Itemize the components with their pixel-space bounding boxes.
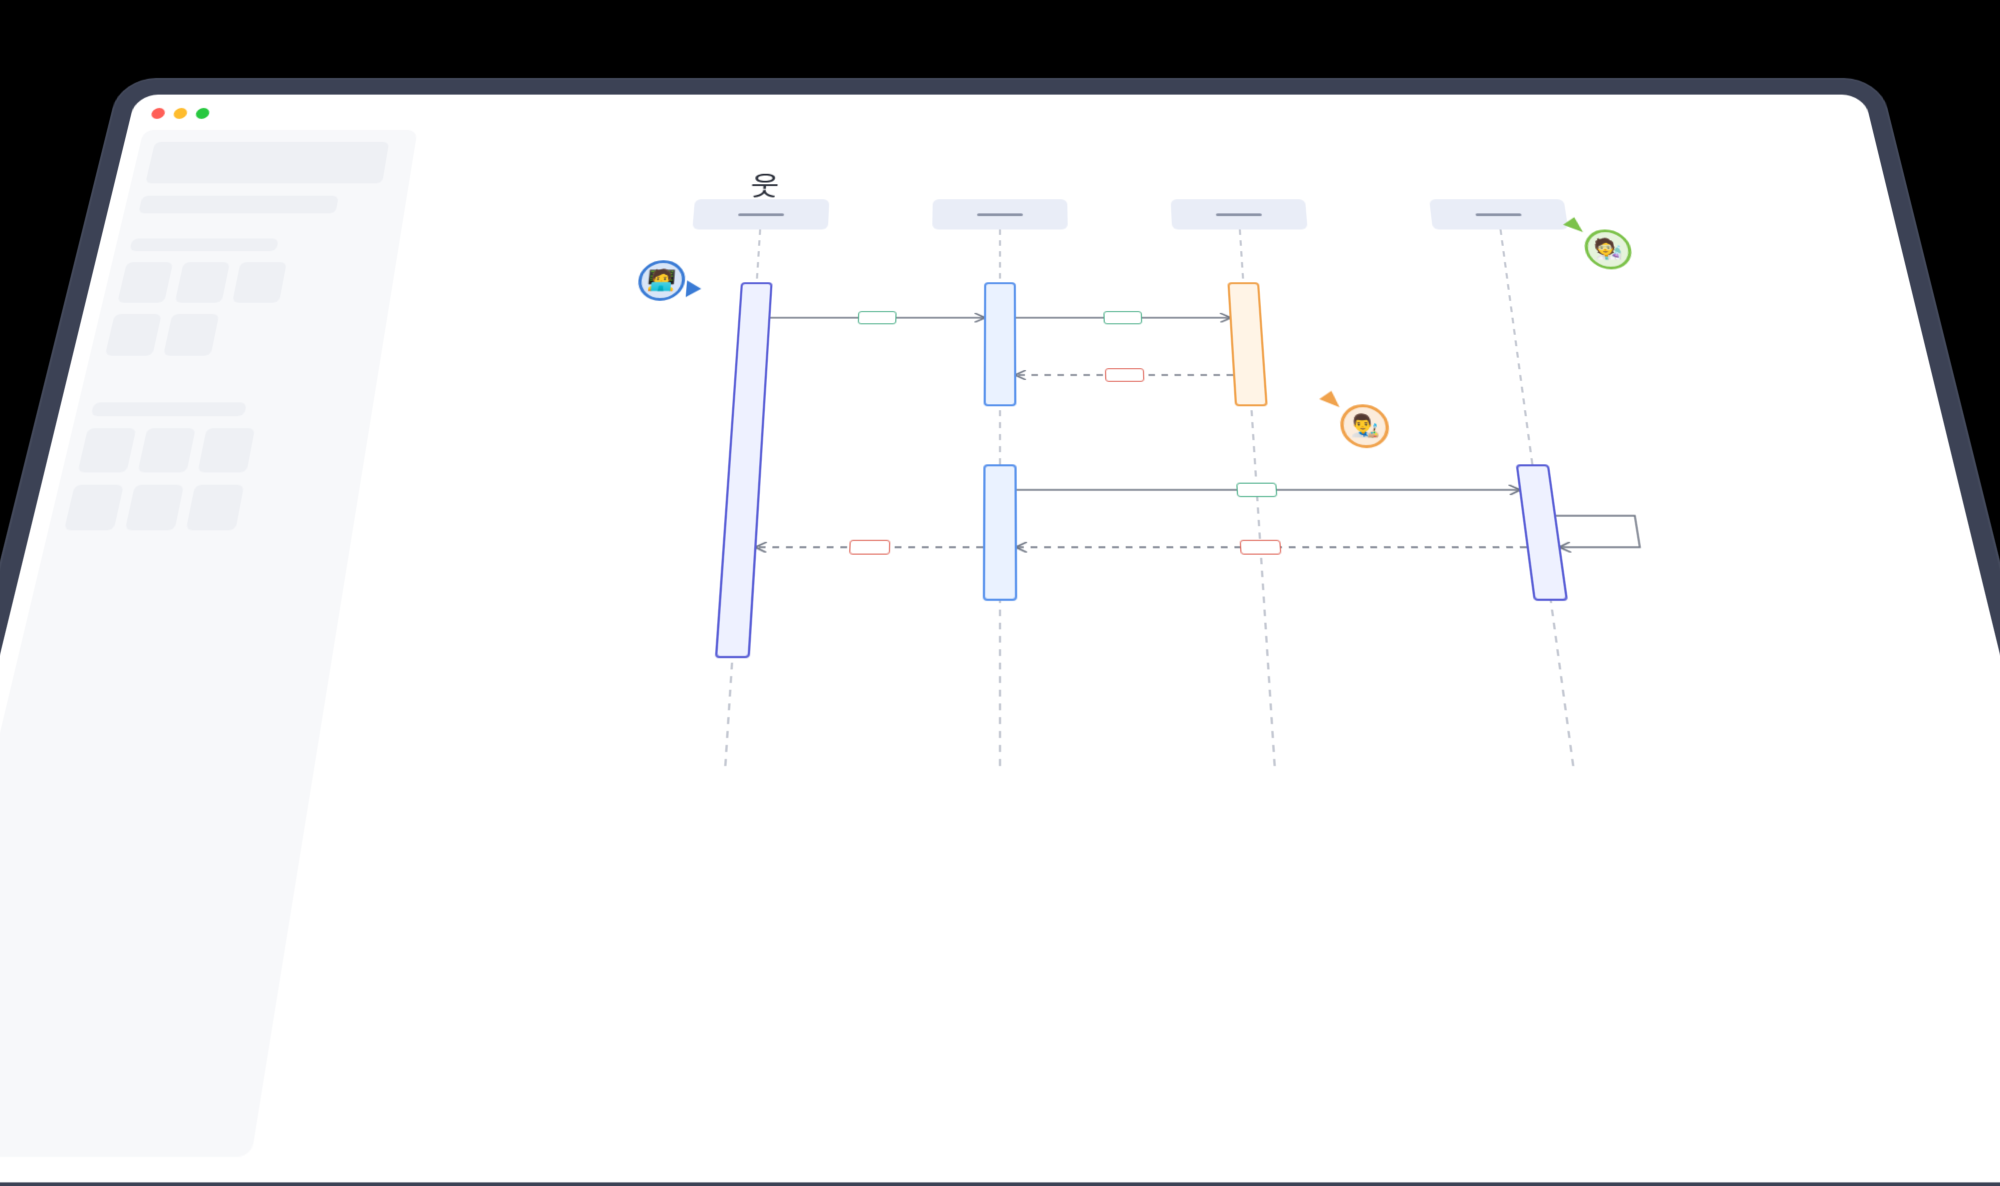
sidebar-skeleton-tile <box>105 314 162 356</box>
collaborator-avatar: 🧑‍🔬 <box>1582 229 1635 269</box>
collaborator-cursor-icon <box>686 280 702 297</box>
app-window: 웃 🧑‍💻 👨‍🎨 🧑‍🔬 <box>0 95 2000 1183</box>
sidebar-skeleton-bar <box>129 238 278 251</box>
lifeline-head[interactable] <box>1429 199 1568 229</box>
message-label[interactable] <box>1105 368 1144 382</box>
sidebar-skeleton-tile <box>175 262 230 303</box>
collaborator-cursor-icon <box>1317 391 1339 412</box>
collaborator-cursor-icon <box>1561 217 1583 236</box>
lifeline-head[interactable] <box>932 199 1068 229</box>
sidebar-skeleton-tile <box>198 428 255 472</box>
sidebar-skeleton-tile <box>117 262 173 303</box>
collaborator-avatar: 🧑‍💻 <box>636 260 686 301</box>
sidebar-skeleton-bar <box>91 402 247 416</box>
message-label[interactable] <box>1236 483 1277 497</box>
sidebar-skeleton-tile <box>64 485 124 531</box>
message-label[interactable] <box>1240 540 1282 555</box>
actor-icon: 웃 <box>749 164 780 203</box>
activation-bar[interactable] <box>715 282 773 658</box>
traffic-lights <box>150 108 210 119</box>
sidebar-skeleton-tile <box>186 485 244 531</box>
message-label[interactable] <box>849 540 890 555</box>
message-label[interactable] <box>1103 311 1142 324</box>
lifeline-head[interactable] <box>692 199 829 229</box>
sidebar-skeleton-tile <box>78 428 137 472</box>
lifeline-placeholder-label <box>738 213 784 216</box>
lifeline-placeholder-label <box>1216 213 1262 216</box>
collaborator-avatar: 👨‍🎨 <box>1339 404 1391 448</box>
sidebar-skeleton-tile <box>138 428 196 472</box>
sidebar-skeleton-tile <box>125 485 184 531</box>
lifeline-placeholder-label <box>977 213 1023 216</box>
sidebar-skeleton-bar <box>138 196 338 214</box>
maximize-button[interactable] <box>195 108 211 119</box>
message-label[interactable] <box>858 311 897 324</box>
minimize-button[interactable] <box>173 108 189 119</box>
activation-bar[interactable] <box>984 282 1017 406</box>
activation-bar[interactable] <box>983 464 1017 601</box>
sidebar-skeleton-bar <box>145 142 389 184</box>
sidebar-skeleton-tile <box>163 314 219 356</box>
diagram-canvas[interactable]: 웃 🧑‍💻 👨‍🎨 🧑‍🔬 <box>269 130 2000 1160</box>
activation-bar[interactable] <box>1516 464 1568 601</box>
activation-bar[interactable] <box>1227 282 1267 406</box>
device-frame: 웃 🧑‍💻 👨‍🎨 🧑‍🔬 <box>0 78 2000 1186</box>
lifeline-placeholder-label <box>1475 213 1521 216</box>
lifeline-head[interactable] <box>1171 199 1308 229</box>
close-button[interactable] <box>150 108 166 119</box>
sidebar-skeleton-tile <box>232 262 287 303</box>
